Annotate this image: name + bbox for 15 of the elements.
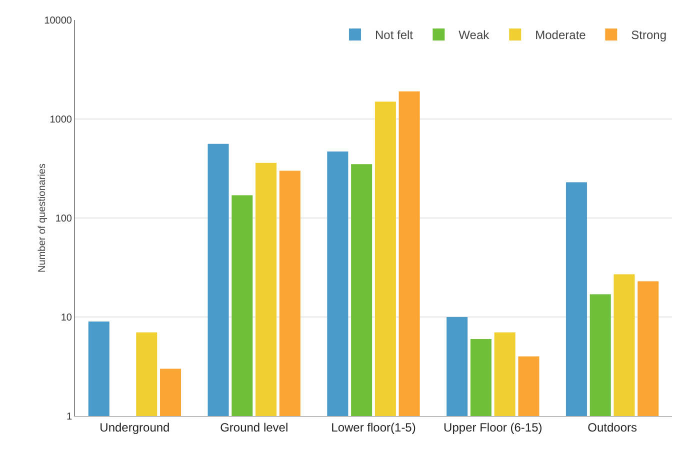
x-tick-label: Upper Floor (6-15) — [444, 420, 542, 434]
y-tick-label: 10 — [60, 312, 72, 324]
legend-label: Not felt — [375, 28, 414, 42]
legend-label: Strong — [631, 28, 667, 42]
x-tick-label: Outdoors — [588, 420, 637, 434]
legend-label: Moderate — [535, 28, 586, 42]
y-axis-title: Number of questionaries — [37, 164, 48, 272]
x-tick-label: Ground level — [220, 420, 288, 434]
x-tick-label: Underground — [100, 420, 170, 434]
y-tick-label: 100 — [55, 214, 72, 224]
x-tick-label: Lower floor(1-5) — [331, 420, 416, 434]
y-tick-label: 10000 — [44, 16, 72, 26]
y-tick-label: 1000 — [50, 114, 72, 126]
legend-label: Weak — [458, 28, 490, 42]
y-tick-label: 1 — [66, 412, 72, 422]
